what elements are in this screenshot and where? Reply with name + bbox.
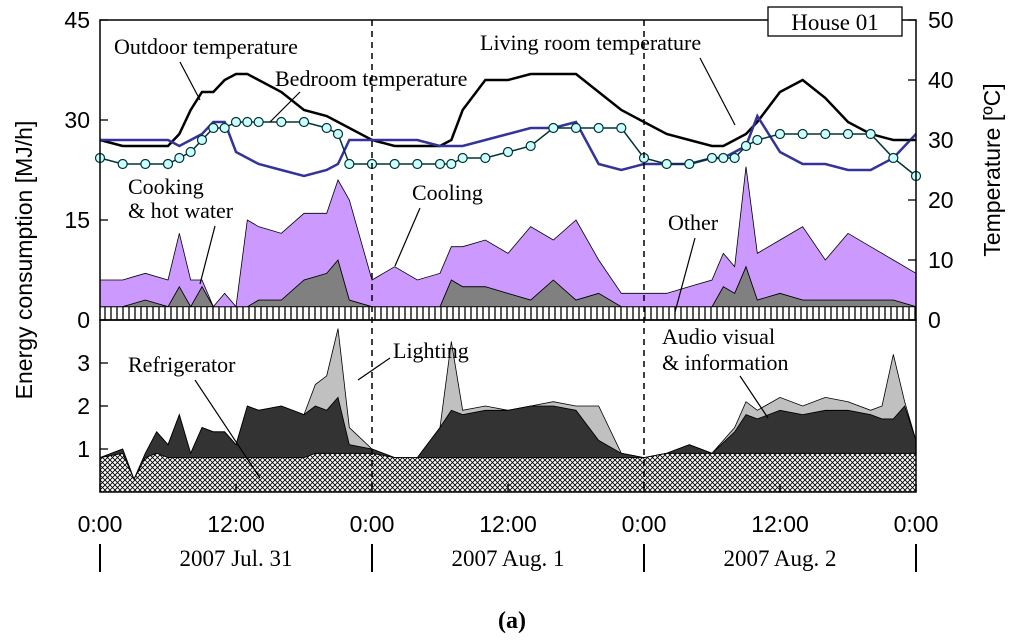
marker-bedroom-temperature xyxy=(162,158,174,170)
left-axis-title: Energy consumption [MJ/h] xyxy=(11,121,37,400)
marker-bedroom-temperature xyxy=(774,128,786,140)
marker-bedroom-temperature xyxy=(196,134,208,146)
x-tick-label: 12:00 xyxy=(479,511,537,537)
x-tick-label: 12:00 xyxy=(207,511,265,537)
marker-bedroom-temperature xyxy=(389,158,400,170)
left-tick-label: 3 xyxy=(77,350,90,376)
house-label: House 01 xyxy=(791,10,879,35)
label-refrigerator: Refrigerator xyxy=(128,352,236,377)
bottom-annotations: Refrigerator Lighting Audio visual & inf… xyxy=(128,324,788,479)
label-outdoor-temperature: Outdoor temperature xyxy=(114,34,298,59)
label-bedroom-temperature: Bedroom temperature xyxy=(275,66,467,91)
marker-bedroom-temperature xyxy=(718,152,729,164)
marker-bedroom-temperature xyxy=(661,158,672,170)
label-living-room-temperature: Living room temperature xyxy=(480,30,701,55)
marker-bedroom-temperature xyxy=(242,116,253,128)
marker-bedroom-temperature xyxy=(434,158,446,170)
marker-bedroom-temperature xyxy=(117,158,128,170)
house-label-box: House 01 xyxy=(767,6,903,37)
marker-bedroom-temperature xyxy=(729,152,740,164)
label-audio-visual: Audio visual xyxy=(662,324,775,349)
marker-bedroom-temperature xyxy=(820,128,831,140)
x-tick-label: 0:00 xyxy=(622,511,667,537)
top-left-axis: 0 15 30 45 xyxy=(64,7,108,333)
marker-bedroom-temperature xyxy=(570,122,582,134)
top-chart-panel: 0 15 30 45 0 10 20 30 40 50 xyxy=(64,7,953,333)
date-label: 2007 Aug. 1 xyxy=(451,546,564,571)
top-stacked-areas xyxy=(99,166,917,321)
line-living-room-temperature xyxy=(100,113,917,178)
marker-bedroom-temperature xyxy=(174,152,185,164)
marker-bedroom-temperature xyxy=(332,128,344,140)
left-tick-label: 45 xyxy=(64,7,90,33)
x-tick-label: 0:00 xyxy=(894,511,939,537)
x-axis: 0:00 12:00 0:00 12:00 0:00 12:00 0:00 2007 Jul.… xyxy=(78,484,939,572)
marker-bedroom-temperature xyxy=(616,122,627,134)
marker-bedroom-temperature xyxy=(684,158,695,170)
bottom-chart-panel: 1 2 3 xyxy=(77,319,917,493)
marker-bedroom-temperature xyxy=(502,146,514,158)
top-annotations: Outdoor temperature Bedroom temperature … xyxy=(114,30,736,313)
x-tick-label: 0:00 xyxy=(350,511,395,537)
right-tick-label: 50 xyxy=(928,7,954,33)
marker-bedroom-temperature xyxy=(276,116,287,128)
date-label: 2007 Aug. 2 xyxy=(723,546,836,571)
marker-bedroom-temperature xyxy=(593,122,604,134)
label-hot-water: & hot water xyxy=(128,198,234,223)
figure-label: (a) xyxy=(498,608,526,634)
marker-bedroom-temperature xyxy=(797,128,808,140)
marker-bedroom-temperature xyxy=(208,122,219,134)
marker-bedroom-temperature xyxy=(412,158,423,170)
right-tick-label: 10 xyxy=(928,247,954,273)
marker-bedroom-temperature xyxy=(842,128,854,140)
label-cooking: Cooking xyxy=(128,174,204,199)
bottom-left-axis: 1 2 3 xyxy=(77,350,108,462)
marker-bedroom-temperature xyxy=(230,116,242,128)
right-tick-label: 40 xyxy=(928,67,954,93)
left-tick-label: 2 xyxy=(77,393,90,419)
marker-bedroom-temperature xyxy=(219,122,230,134)
marker-bedroom-temperature xyxy=(865,128,876,140)
marker-bedroom-temperature xyxy=(740,140,752,152)
marker-bedroom-temperature xyxy=(888,152,899,164)
area-cooling xyxy=(99,166,917,308)
day-separators xyxy=(371,20,645,492)
label-lighting: Lighting xyxy=(393,338,469,363)
top-right-axis: 0 10 20 30 40 50 xyxy=(908,7,954,333)
marker-bedroom-temperature xyxy=(480,152,491,164)
marker-bedroom-temperature xyxy=(253,116,264,128)
right-tick-label: 20 xyxy=(928,187,954,213)
marker-bedroom-temperature xyxy=(446,158,457,170)
left-tick-label: 30 xyxy=(64,107,90,133)
right-tick-label: 30 xyxy=(928,127,954,153)
area-other xyxy=(99,306,917,321)
right-axis-title: Temperature [ºC] xyxy=(979,83,1005,256)
marker-bedroom-temperature xyxy=(321,122,332,134)
left-tick-label: 15 xyxy=(64,207,90,233)
marker-bedroom-temperature xyxy=(752,134,763,146)
marker-bedroom-temperature xyxy=(548,122,559,134)
label-other: Other xyxy=(668,210,719,235)
marker-bedroom-temperature xyxy=(457,152,468,164)
date-label: 2007 Jul. 31 xyxy=(179,546,292,571)
marker-bedroom-temperature xyxy=(344,158,355,170)
right-tick-label: 0 xyxy=(928,307,941,333)
left-tick-label: 1 xyxy=(77,436,90,462)
left-tick-label: 0 xyxy=(77,307,90,333)
label-cooling: Cooling xyxy=(412,180,483,205)
marker-bedroom-temperature xyxy=(525,140,536,152)
marker-bedroom-temperature xyxy=(185,146,196,158)
marker-bedroom-temperature xyxy=(140,158,151,170)
x-tick-label: 12:00 xyxy=(751,511,809,537)
marker-bedroom-temperature xyxy=(298,116,310,128)
label-information: & information xyxy=(662,350,788,375)
marker-bedroom-temperature xyxy=(706,152,718,164)
top-temperature-lines xyxy=(94,72,922,182)
x-tick-label: 0:00 xyxy=(78,511,123,537)
